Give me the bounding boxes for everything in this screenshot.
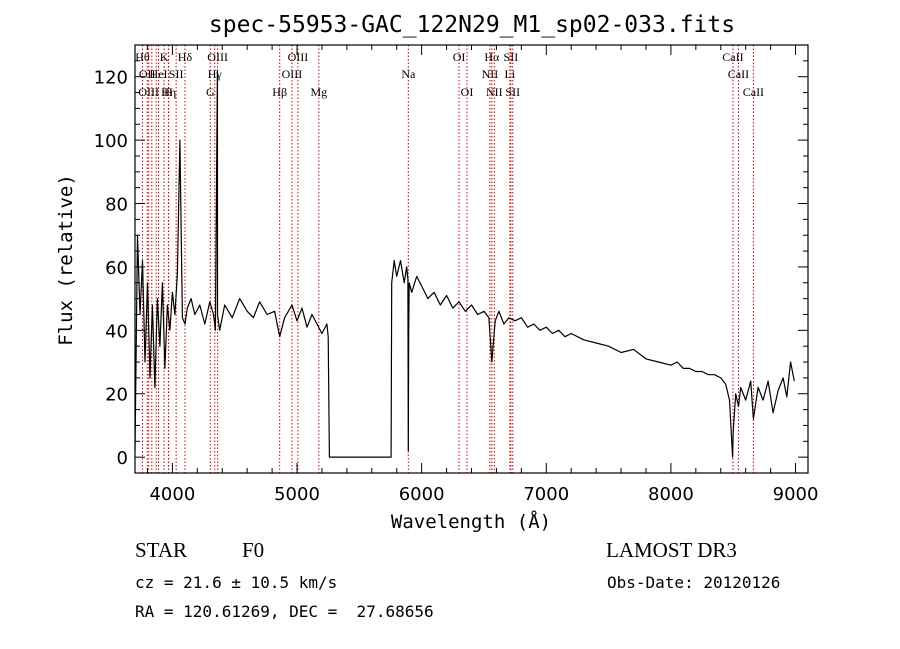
emission-line-markers: HθOIIOIIIHeIKHηHSIIHδGHγOIIIHβOIIIOIIIMg… [135, 45, 764, 473]
plot-frame [134, 44, 809, 474]
y-tick-label: 40 [105, 321, 128, 342]
y-tick-label: 120 [94, 68, 128, 89]
observation-date: Obs-Date: 20120126 [607, 573, 781, 592]
line-marker-label: OIII [288, 50, 309, 64]
line-marker-label: Hα [484, 50, 500, 64]
line-marker-label: NII [482, 67, 499, 81]
line-marker-label: Mg [310, 85, 327, 99]
redshift-readout: cz = 21.6 ± 10.5 km/s [135, 573, 338, 592]
line-marker-label: OIII [282, 67, 303, 81]
y-tick-label: 20 [105, 385, 128, 406]
y-tick-label: 100 [94, 131, 128, 152]
line-marker-label: CaII [728, 67, 749, 81]
x-tick-label: 8000 [648, 484, 694, 505]
line-marker-label: OIII [138, 85, 159, 99]
line-marker-label: Na [401, 67, 416, 81]
object-type: STAR [135, 538, 187, 562]
spectral-subclass: F0 [242, 538, 265, 562]
line-marker-label: OIII [207, 50, 228, 64]
line-marker-label: HeI [150, 67, 168, 81]
line-marker-label: CaII [743, 85, 764, 99]
line-marker-label: Hγ [208, 67, 223, 81]
line-marker-label: Hδ [178, 50, 193, 64]
y-tick-label: 80 [105, 195, 128, 216]
chart-title: spec-55953-GAC_122N29_M1_sp02-033.fits [209, 12, 735, 38]
line-marker-label: SII [505, 85, 520, 99]
line-marker-label: Hβ [272, 85, 287, 99]
x-tick-label: 6000 [399, 484, 445, 505]
axes: 4000 5000 6000 7000 8000 9000 0 20 40 60 80 100 120 [94, 45, 819, 505]
line-marker-label: SII [504, 50, 519, 64]
line-marker-label: H [164, 85, 173, 99]
line-marker-label: OI [461, 85, 474, 99]
x-tick-label: 4000 [149, 484, 195, 505]
y-tick-label: 60 [105, 258, 128, 279]
line-marker-label: CaII [722, 50, 743, 64]
x-tick-label: 7000 [523, 484, 569, 505]
x-axis-label: Wavelength (Å) [391, 510, 551, 533]
line-marker-label: SII [169, 67, 184, 81]
line-marker-label: K [160, 50, 169, 64]
spectrum-series-line [134, 69, 795, 458]
x-tick-label: 9000 [773, 484, 819, 505]
line-marker-label: Li [505, 67, 516, 81]
y-axis-label: Flux (relative) [55, 174, 77, 346]
line-marker-label: Hθ [135, 50, 150, 64]
coordinates-readout: RA = 120.61269, DEC = 27.68656 [135, 602, 434, 621]
line-marker-label: G [206, 85, 215, 99]
line-marker-label: OI [453, 50, 466, 64]
survey-name: LAMOST DR3 [606, 538, 737, 562]
x-tick-label: 5000 [274, 484, 320, 505]
y-tick-label: 0 [117, 448, 128, 469]
line-marker-label: NII [486, 85, 503, 99]
